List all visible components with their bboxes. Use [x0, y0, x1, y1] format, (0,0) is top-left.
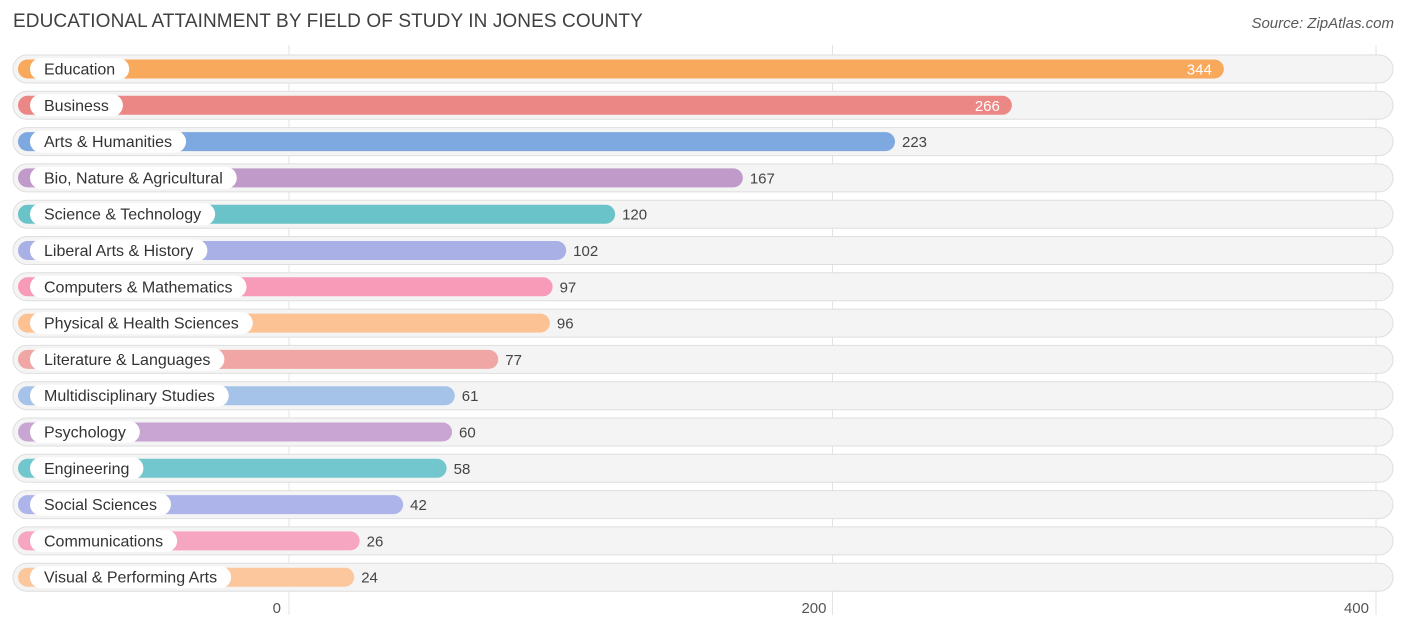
category-label: Bio, Nature & Agricultural — [44, 170, 223, 187]
bar-track — [12, 562, 1394, 592]
bar-row: Multidisciplinary Studies 61 — [12, 381, 1394, 411]
bar-row: Psychology 60 — [12, 417, 1394, 447]
value-label: 97 — [560, 279, 577, 296]
bar-row: Social Sciences 42 — [12, 490, 1394, 520]
bar-row: Engineering 58 — [12, 453, 1394, 483]
category-label-pill — [30, 275, 247, 298]
value-label: 102 — [573, 243, 598, 260]
category-label: Engineering — [44, 461, 129, 478]
category-label-pill — [30, 130, 187, 153]
category-label-pill — [30, 566, 232, 589]
bar-row: Science & Technology 120 — [12, 199, 1394, 229]
category-label-pill — [30, 203, 216, 226]
x-tick-label: 0 — [273, 600, 281, 617]
value-label: 58 — [454, 461, 471, 478]
category-label: Multidisciplinary Studies — [44, 388, 215, 405]
value-label: 77 — [505, 352, 522, 369]
category-label: Liberal Arts & History — [44, 243, 193, 260]
bar-row: Visual & Performing Arts 24 — [12, 562, 1394, 592]
value-label: 223 — [902, 134, 927, 151]
category-label-pill — [30, 421, 140, 443]
bar-row: Physical & Health Sciences 96 — [12, 308, 1394, 338]
category-label: Social Sciences — [44, 497, 157, 514]
category-label-pill — [30, 457, 144, 480]
value-label: 42 — [410, 497, 427, 514]
bar-row: Business 266 — [12, 90, 1394, 120]
category-label: Computers & Mathematics — [44, 279, 233, 296]
bar — [18, 132, 896, 152]
x-axis: 0 200 400 — [273, 600, 1369, 617]
category-label: Literature & Languages — [44, 352, 210, 369]
bar-row: Liberal Arts & History 102 — [12, 236, 1394, 265]
category-label-pill — [30, 348, 225, 371]
category-label: Science & Technology — [44, 207, 201, 224]
value-label: 61 — [462, 388, 479, 405]
value-label: 24 — [361, 570, 378, 587]
chart-title: EDUCATIONAL ATTAINMENT BY FIELD OF STUDY… — [13, 11, 643, 32]
category-label: Arts & Humanities — [44, 134, 172, 151]
category-label: Physical & Health Sciences — [44, 316, 239, 333]
value-label: 120 — [622, 207, 647, 224]
value-label: 167 — [750, 170, 775, 187]
value-label: 344 — [1187, 62, 1212, 79]
bar-row: Literature & Languages 77 — [12, 344, 1394, 374]
bar — [18, 59, 1224, 79]
category-label-pill — [30, 58, 130, 80]
x-tick-label: 400 — [1344, 600, 1369, 617]
category-label-pill — [30, 493, 171, 516]
bar-row: Education 344 — [12, 54, 1394, 84]
value-label: 266 — [975, 98, 1000, 115]
category-label: Psychology — [44, 425, 126, 442]
value-label: 96 — [557, 316, 574, 333]
category-label: Education — [44, 62, 115, 79]
bar-row: Communications 26 — [12, 526, 1394, 556]
category-label-pill — [30, 239, 208, 262]
category-label-pill — [30, 529, 178, 552]
category-label-pill — [30, 166, 237, 189]
bar — [18, 95, 1012, 115]
category-label-pill — [30, 384, 229, 407]
source-credit: Source: ZipAtlas.com — [1251, 15, 1394, 32]
bar-row: Arts & Humanities 223 — [12, 127, 1394, 157]
category-label-pill — [30, 94, 123, 117]
category-label-pill — [30, 312, 253, 335]
value-label: 26 — [367, 533, 384, 550]
rows-layer: Education 344 Business 266 Arts & Humanities… — [12, 54, 1394, 592]
category-label: Business — [44, 98, 109, 115]
bar-row: Bio, Nature & Agricultural 167 — [12, 163, 1394, 193]
value-label: 60 — [459, 425, 476, 442]
bar-track — [12, 526, 1394, 556]
x-tick-label: 200 — [801, 600, 826, 617]
category-label: Visual & Performing Arts — [44, 570, 217, 587]
bar-row: Computers & Mathematics 97 — [12, 272, 1394, 302]
category-label: Communications — [44, 533, 163, 550]
